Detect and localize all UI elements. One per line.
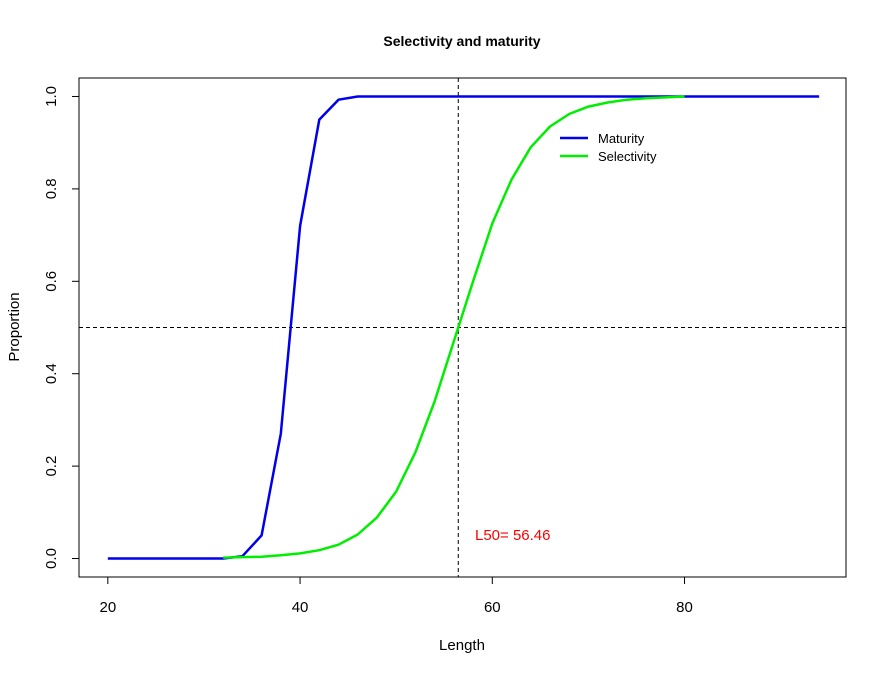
chart-title: Selectivity and maturity	[383, 33, 540, 49]
series-line-selectivity	[223, 95, 685, 559]
x-tick-label: 20	[99, 599, 116, 616]
x-tick-label: 40	[292, 599, 309, 616]
reference-lines	[79, 78, 846, 577]
y-tick-label: 1.0	[43, 86, 60, 107]
legend-label-selectivity: Selectivity	[598, 149, 657, 164]
y-axis-label: Proportion	[6, 292, 23, 361]
series-layer	[107, 95, 820, 560]
x-tick-label: 60	[484, 599, 501, 616]
y-tick-label: 0.6	[43, 271, 60, 292]
y-tick-label: 0.2	[43, 456, 60, 477]
x-tick-label: 80	[676, 599, 693, 616]
y-axis: 0.0 0.2 0.4 0.6 0.8 1.0	[43, 86, 80, 569]
legend: Maturity Selectivity	[560, 131, 657, 164]
l50-annotation: L50= 56.46	[475, 527, 551, 544]
legend-label-maturity: Maturity	[598, 131, 645, 146]
x-axis: 20 40 60 80	[99, 576, 693, 616]
x-axis-label: Length	[439, 637, 485, 654]
y-tick-label: 0.0	[43, 548, 60, 569]
y-tick-label: 0.8	[43, 178, 60, 199]
y-tick-label: 0.4	[43, 363, 60, 384]
